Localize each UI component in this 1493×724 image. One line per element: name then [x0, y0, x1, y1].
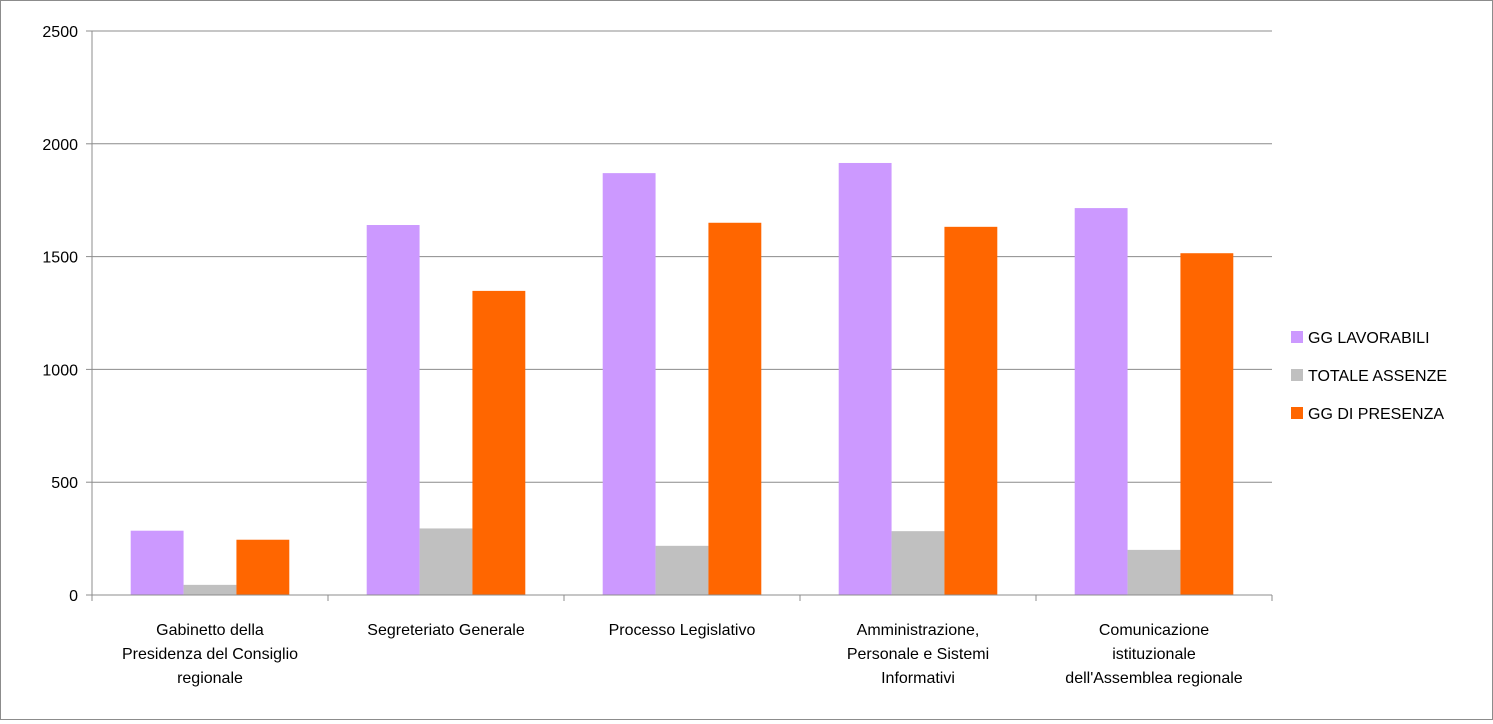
- x-tick-label: Segreteriato Generale: [367, 622, 525, 639]
- y-tick-label: 1000: [42, 362, 78, 379]
- x-tick-label: Comunicazione istituzionale dell'Assemblea…: [1065, 622, 1242, 687]
- legend-swatch: [1291, 331, 1303, 343]
- legend-swatch: [1291, 369, 1303, 381]
- x-tick-label-line: Personale e Sistemi: [847, 646, 989, 663]
- legend-label: TOTALE ASSENZE: [1308, 368, 1447, 385]
- x-tick-label-line: istituzionale: [1112, 646, 1196, 663]
- x-tick-label-line: Segreteriato Generale: [367, 622, 525, 639]
- bar: [236, 539, 290, 595]
- legend-entry: TOTALE ASSENZE: [1291, 368, 1447, 385]
- bar: [655, 545, 709, 595]
- bar: [366, 225, 420, 596]
- x-tick-label-line: Comunicazione: [1099, 622, 1209, 639]
- bar: [1074, 208, 1128, 595]
- legend-label: GG DI PRESENZA: [1308, 406, 1444, 423]
- x-tick-label-line: Processo Legislativo: [609, 622, 756, 639]
- x-tick-label: Amministrazione, Personale e Sistemi Infor…: [847, 622, 989, 687]
- legend: GG LAVORABILI TOTALE ASSENZE GG DI PRESENZ…: [1291, 330, 1447, 423]
- x-tick-label: Gabinetto della Presidenza del Consiglio r…: [122, 622, 298, 687]
- x-tick-labels: Gabinetto della Presidenza del Consiglio r…: [122, 622, 1243, 687]
- y-tick-labels: 0 500 1000 1500 2000 2500: [42, 24, 78, 605]
- bar: [944, 226, 998, 595]
- x-tick-label-line: dell'Assemblea regionale: [1065, 670, 1242, 687]
- bars: [130, 162, 1234, 596]
- bar: [183, 584, 237, 595]
- bar: [708, 222, 762, 595]
- x-tick-label-line: Amministrazione,: [857, 622, 980, 639]
- bar: [472, 290, 526, 595]
- x-tick-label-line: Gabinetto della: [156, 622, 264, 639]
- y-tick-label: 500: [51, 475, 78, 492]
- legend-swatch: [1291, 407, 1303, 419]
- legend-entry: GG DI PRESENZA: [1291, 406, 1444, 423]
- bar: [1180, 253, 1234, 595]
- x-tick-label-line: regionale: [177, 670, 243, 687]
- bar: [130, 530, 184, 595]
- legend-label: GG LAVORABILI: [1308, 330, 1430, 347]
- bar: [838, 162, 892, 595]
- x-tick-label-line: Informativi: [881, 670, 955, 687]
- x-tick-label: Processo Legislativo: [609, 622, 756, 639]
- x-tick-label-line: Presidenza del Consiglio: [122, 646, 298, 663]
- y-tick-label: 1500: [42, 250, 78, 267]
- y-tick-label: 2500: [42, 24, 78, 41]
- bar: [1127, 549, 1181, 595]
- bar: [602, 173, 656, 596]
- y-tick-label: 0: [69, 588, 78, 605]
- bar: [891, 531, 945, 595]
- legend-entry: GG LAVORABILI: [1291, 330, 1430, 347]
- axes: [86, 30, 1273, 601]
- bar: [419, 528, 473, 595]
- y-tick-label: 2000: [42, 137, 78, 154]
